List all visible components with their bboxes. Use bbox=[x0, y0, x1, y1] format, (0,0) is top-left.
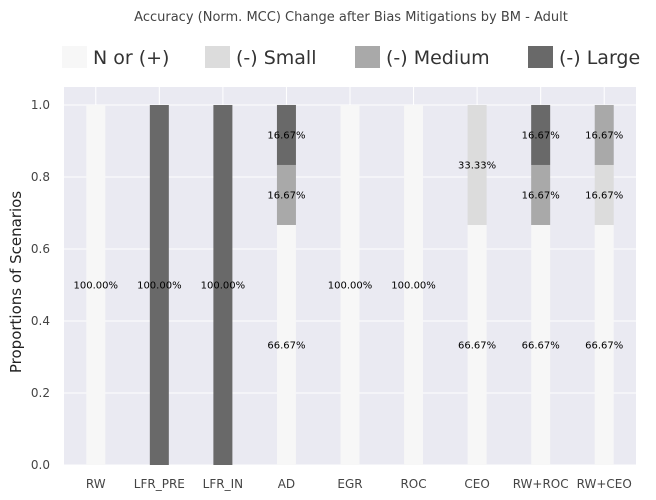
data-label: 16.67% bbox=[585, 190, 623, 201]
data-label: 16.67% bbox=[522, 130, 560, 141]
y-axis: 0.0 0.2 0.4 0.6 0.8 1.0 bbox=[31, 98, 50, 472]
legend-label: (-) Medium bbox=[386, 47, 490, 69]
data-label: 100.00% bbox=[328, 281, 373, 292]
bar-segment bbox=[594, 104, 614, 165]
bar-segment bbox=[86, 105, 106, 465]
y-tick-label: 1.0 bbox=[31, 98, 50, 112]
bar-segment bbox=[149, 105, 169, 465]
data-label: 66.67% bbox=[267, 340, 305, 351]
bar-segment bbox=[340, 105, 360, 465]
data-label: 33.33% bbox=[458, 160, 496, 171]
data-label: 16.67% bbox=[267, 130, 305, 141]
legend: N or (+) (-) Small (-) Medium (-) Large bbox=[62, 46, 640, 69]
data-labels: 100.00% 100.00% 100.00% 66.67% 16.67% 16.67% 1… bbox=[74, 130, 624, 351]
data-label: 66.67% bbox=[522, 340, 560, 351]
bar-segment bbox=[531, 224, 551, 465]
y-tick-label: 0.6 bbox=[31, 242, 50, 256]
bar-segment bbox=[531, 104, 551, 165]
legend-swatch bbox=[205, 46, 230, 68]
data-label: 16.67% bbox=[267, 190, 305, 201]
data-label: 100.00% bbox=[74, 281, 119, 292]
bar-segment bbox=[276, 104, 296, 165]
bars bbox=[86, 104, 614, 465]
x-tick-label: LFR_IN bbox=[203, 477, 243, 491]
y-tick-label: 0.2 bbox=[31, 386, 50, 400]
legend-swatch bbox=[355, 46, 380, 68]
bar-segment bbox=[467, 105, 487, 225]
y-tick-label: 0.4 bbox=[31, 314, 50, 328]
data-label: 66.67% bbox=[585, 340, 623, 351]
legend-label: (-) Large bbox=[559, 47, 640, 69]
bar-segment bbox=[531, 164, 551, 225]
bar-segment bbox=[276, 164, 296, 225]
x-tick-label: LFR_PRE bbox=[134, 477, 185, 491]
data-label: 100.00% bbox=[201, 281, 246, 292]
bar-segment bbox=[276, 224, 296, 465]
data-label: 16.67% bbox=[522, 190, 560, 201]
x-tick-label: RW bbox=[86, 477, 106, 491]
data-label: 100.00% bbox=[137, 281, 182, 292]
bar-segment bbox=[594, 164, 614, 225]
y-tick-label: 0.8 bbox=[31, 170, 50, 184]
bar-segment bbox=[594, 224, 614, 465]
bar-segment bbox=[404, 105, 424, 465]
x-tick-label: EGR bbox=[337, 477, 362, 491]
data-label: 66.67% bbox=[458, 340, 496, 351]
legend-swatch bbox=[528, 46, 553, 68]
x-axis: RW LFR_PRE LFR_IN AD EGR ROC CEO RW+ROC RW+CEO bbox=[86, 477, 632, 491]
x-tick-label: CEO bbox=[464, 477, 489, 491]
x-tick-label: RW+CEO bbox=[577, 477, 632, 491]
x-tick-label: AD bbox=[278, 477, 295, 491]
legend-swatch bbox=[62, 46, 87, 68]
x-tick-label: RW+ROC bbox=[513, 477, 569, 491]
y-tick-label: 0.0 bbox=[31, 458, 50, 472]
chart-title: Accuracy (Norm. MCC) Change after Bias M… bbox=[134, 10, 568, 25]
legend-label: N or (+) bbox=[93, 47, 169, 69]
y-axis-label: Proportions of Scenarios bbox=[7, 191, 25, 373]
data-label: 100.00% bbox=[391, 281, 436, 292]
bar-segment bbox=[467, 224, 487, 465]
data-label: 16.67% bbox=[585, 130, 623, 141]
bar-segment bbox=[213, 105, 233, 465]
legend-label: (-) Small bbox=[236, 47, 317, 69]
x-tick-label: ROC bbox=[400, 477, 426, 491]
